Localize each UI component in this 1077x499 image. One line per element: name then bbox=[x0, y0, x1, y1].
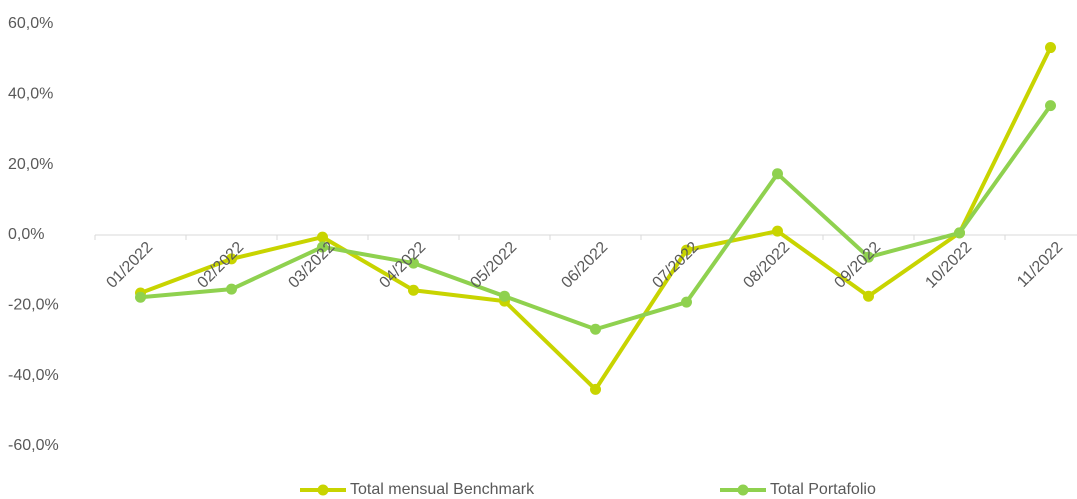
y-tick-label: 60,0% bbox=[8, 15, 53, 32]
data-point bbox=[317, 231, 328, 243]
x-tick-label: 10/2022 bbox=[922, 239, 975, 292]
legend-marker bbox=[737, 484, 749, 496]
data-point bbox=[1045, 42, 1056, 54]
data-point bbox=[408, 284, 419, 296]
data-point bbox=[135, 291, 146, 303]
data-point bbox=[863, 251, 874, 263]
x-tick-label: 08/2022 bbox=[740, 239, 793, 292]
legend-label: Total mensual Benchmark bbox=[350, 481, 535, 498]
legend-marker bbox=[317, 484, 329, 496]
data-point bbox=[681, 244, 692, 256]
data-point bbox=[499, 290, 510, 302]
x-tick-label: 07/2022 bbox=[649, 239, 702, 292]
y-tick-label: 40,0% bbox=[8, 86, 53, 103]
data-point bbox=[1045, 100, 1056, 112]
y-tick-label: -20,0% bbox=[8, 297, 59, 314]
data-point bbox=[954, 227, 965, 239]
data-point bbox=[317, 241, 328, 253]
data-point bbox=[772, 168, 783, 180]
x-tick-label: 06/2022 bbox=[558, 239, 611, 292]
data-point bbox=[590, 383, 601, 395]
x-tick-label: 03/2022 bbox=[285, 239, 338, 292]
y-tick-label: -60,0% bbox=[8, 437, 59, 454]
y-tick-label: -40,0% bbox=[8, 367, 59, 384]
data-point bbox=[590, 323, 601, 335]
y-tick-label: 0,0% bbox=[8, 226, 44, 243]
data-point bbox=[226, 253, 237, 265]
x-tick-label: 01/2022 bbox=[103, 239, 156, 292]
data-point bbox=[681, 296, 692, 308]
series-line bbox=[139, 46, 1053, 392]
x-tick-label: 05/2022 bbox=[467, 239, 520, 292]
data-point bbox=[226, 283, 237, 295]
data-point bbox=[772, 225, 783, 237]
legend-label: Total Portafolio bbox=[770, 481, 876, 498]
x-tick-label: 11/2022 bbox=[1014, 239, 1066, 291]
data-point bbox=[408, 257, 419, 269]
series-line bbox=[140, 104, 1053, 332]
data-point bbox=[863, 290, 874, 302]
y-tick-label: 20,0% bbox=[8, 156, 53, 173]
